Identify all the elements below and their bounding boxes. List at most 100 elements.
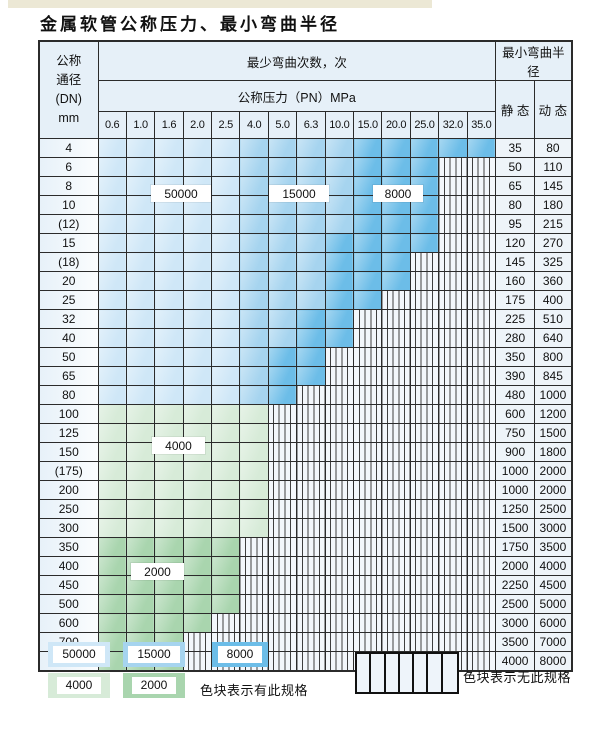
spec-cell — [409, 214, 440, 234]
static-radius-value: 900 — [495, 442, 536, 462]
spec-cell — [125, 480, 156, 500]
no-spec-cell — [296, 556, 326, 576]
no-spec-cell — [324, 518, 355, 538]
spec-cell — [239, 271, 269, 291]
spec-cell — [211, 157, 241, 177]
spec-cell — [97, 328, 127, 348]
spec-cell — [97, 385, 127, 405]
corner-header: 公称 通径 (DN) mm — [38, 40, 99, 139]
no-spec-cell — [466, 594, 497, 614]
legend-swatch-2000: 2000 — [123, 673, 185, 698]
hatch-cell — [443, 654, 457, 692]
no-spec-cell — [381, 575, 411, 595]
no-spec-cell — [324, 499, 355, 519]
spec-cell — [211, 290, 241, 310]
spec-cell — [211, 575, 241, 595]
dynamic-radius-value: 325 — [534, 252, 573, 272]
no-spec-cell — [267, 442, 298, 462]
spec-cell — [125, 157, 156, 177]
spec-cell — [154, 518, 184, 538]
spec-cell — [125, 347, 156, 367]
spec-cell — [353, 138, 383, 158]
spec-cell — [97, 366, 127, 386]
no-spec-cell — [409, 537, 440, 557]
no-spec-cell — [381, 556, 411, 576]
spec-cell — [211, 537, 241, 557]
spec-cell — [154, 594, 184, 614]
dn-cell: 300 — [38, 518, 99, 538]
no-spec-cell — [182, 651, 213, 672]
no-spec-cell — [466, 309, 497, 329]
spec-cell — [182, 480, 213, 500]
spec-cell — [239, 366, 269, 386]
spec-cell — [154, 138, 184, 158]
spec-cell — [324, 233, 355, 253]
no-spec-cell — [353, 518, 383, 538]
corner-line2: 通径 — [56, 73, 82, 87]
spec-cell — [239, 385, 269, 405]
table-row: 500 2500 5000 — [38, 594, 573, 614]
table-row: 40 280 640 — [38, 328, 573, 348]
spec-cell — [211, 233, 241, 253]
no-spec-cell — [466, 328, 497, 348]
spec-cell — [267, 233, 298, 253]
dynamic-radius-value: 2000 — [534, 461, 573, 481]
spec-cell — [182, 556, 213, 576]
spec-cell — [97, 176, 127, 196]
no-spec-cell — [381, 442, 411, 462]
spec-cell — [267, 157, 298, 177]
spec-cell — [154, 233, 184, 253]
dn-cell: 125 — [38, 423, 99, 443]
region-label-15000: 15000 — [269, 185, 329, 202]
spec-cell — [409, 138, 440, 158]
spec-cell — [125, 328, 156, 348]
spec-cell — [353, 157, 383, 177]
spec-cell — [97, 613, 127, 633]
dn-cell: 150 — [38, 442, 99, 462]
dn-cell: 4 — [38, 138, 99, 158]
spec-cell — [125, 309, 156, 329]
dynamic-radius-value: 1000 — [534, 385, 573, 405]
spec-cell — [409, 233, 440, 253]
no-spec-cell — [324, 480, 355, 500]
dn-cell: 40 — [38, 328, 99, 348]
no-spec-cell — [381, 290, 411, 310]
no-spec-cell — [381, 594, 411, 614]
no-spec-cell — [381, 632, 411, 652]
dynamic-radius-value: 80 — [534, 138, 573, 158]
spec-cell — [267, 138, 298, 158]
no-spec-cell — [353, 613, 383, 633]
spec-cell — [296, 214, 326, 234]
spec-cell — [154, 461, 184, 481]
spec-cell — [381, 138, 411, 158]
dynamic-radius-value: 6000 — [534, 613, 573, 633]
no-spec-cell — [353, 347, 383, 367]
no-spec-cell — [353, 366, 383, 386]
dynamic-radius-value: 270 — [534, 233, 573, 253]
spec-cell — [97, 518, 127, 538]
dynamic-radius-value: 360 — [534, 271, 573, 291]
dn-cell: 10 — [38, 195, 99, 215]
spec-cell — [97, 138, 127, 158]
spec-cell — [182, 404, 213, 424]
no-spec-cell — [381, 537, 411, 557]
top-cream-strip — [8, 0, 432, 8]
no-spec-cell — [466, 252, 497, 272]
static-radius-value: 50 — [495, 157, 536, 177]
no-spec-cell — [324, 651, 355, 672]
no-spec-cell — [466, 613, 497, 633]
static-radius-value: 1500 — [495, 518, 536, 538]
spec-cell — [182, 499, 213, 519]
spec-cell — [182, 309, 213, 329]
spec-cell — [97, 271, 127, 291]
region-label-4000: 4000 — [152, 437, 205, 454]
table-row: 32 225 510 — [38, 309, 573, 329]
spec-cell — [97, 195, 127, 215]
spec-cell — [97, 575, 127, 595]
legend-swatch-50000: 50000 — [48, 642, 110, 667]
spec-cell — [154, 366, 184, 386]
no-spec-cell — [466, 157, 497, 177]
dynamic-radius-value: 2000 — [534, 480, 573, 500]
dynamic-radius-value: 3500 — [534, 537, 573, 557]
static-header: 静 态 — [495, 80, 536, 139]
